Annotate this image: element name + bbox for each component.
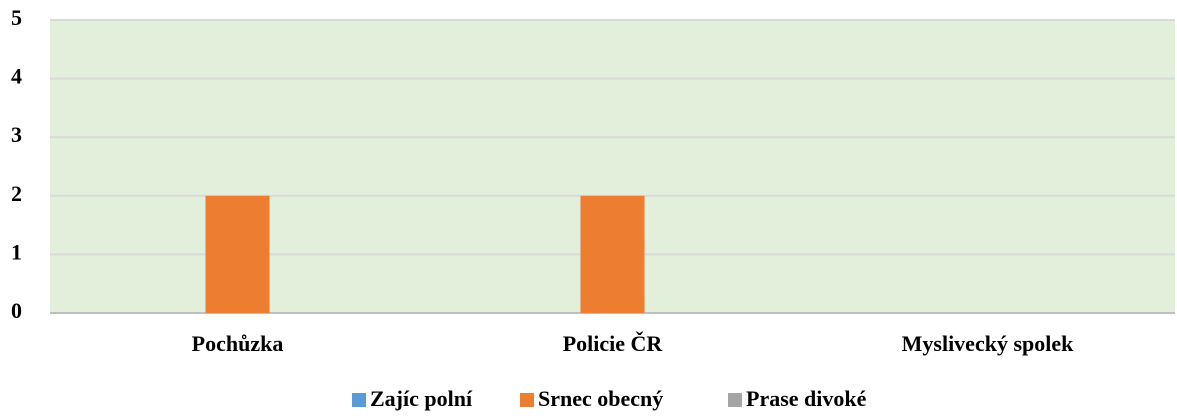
y-tick-label: 4: [11, 64, 22, 89]
x-tick-label: Policie ČR: [563, 331, 664, 356]
legend-swatch: [520, 393, 534, 407]
bar: [205, 195, 270, 313]
x-tick-label: Myslivecký spolek: [902, 331, 1074, 356]
legend-label: Srnec obecný: [538, 386, 663, 411]
y-tick-label: 1: [11, 239, 22, 264]
y-tick-label: 5: [11, 5, 22, 30]
legend-label: Zajíc polní: [370, 386, 473, 411]
y-tick-label: 2: [11, 181, 22, 206]
legend-label: Prase divoké: [746, 386, 867, 411]
y-tick-label: 0: [11, 298, 22, 323]
legend-swatch: [728, 393, 742, 407]
x-tick-label: Pochůzka: [192, 331, 284, 356]
bar: [580, 195, 645, 313]
y-tick-label: 3: [11, 122, 22, 147]
legend-swatch: [352, 393, 366, 407]
